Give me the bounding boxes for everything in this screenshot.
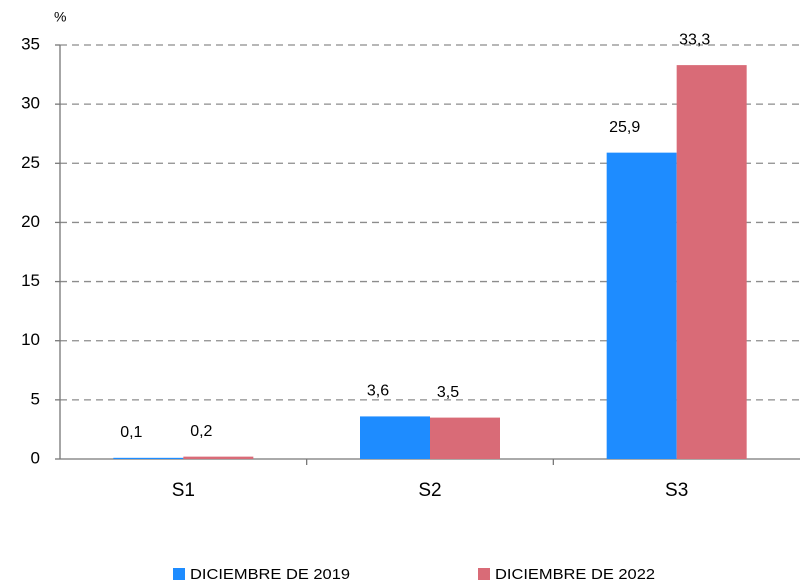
legend-label: DICIEMBRE DE 2022 (495, 566, 655, 583)
y-tick-label: 15 (21, 271, 40, 290)
value-label: 3,5 (437, 384, 459, 401)
value-label: 25,9 (609, 119, 640, 136)
bar (360, 416, 430, 459)
y-tick-label: 10 (21, 330, 40, 349)
value-label: 3,6 (367, 383, 389, 400)
y-axis-label: % (54, 9, 66, 25)
bar (676, 65, 747, 459)
value-label: 0,1 (120, 424, 142, 441)
y-tick-label: 20 (21, 212, 40, 231)
x-tick-label: S2 (418, 480, 441, 501)
y-tick-label: 25 (21, 153, 40, 172)
x-tick-label: S3 (665, 480, 688, 501)
y-tick-label: 35 (21, 34, 40, 53)
y-tick-label: 0 (31, 448, 40, 467)
x-tick-label: S1 (172, 480, 195, 501)
legend-label: DICIEMBRE DE 2019 (190, 566, 350, 583)
value-label: 0,2 (190, 423, 212, 440)
bar (430, 417, 500, 459)
y-tick-label: 5 (31, 389, 40, 408)
bar (183, 456, 254, 459)
y-tick-label: 30 (21, 94, 40, 113)
legend-swatch (173, 568, 185, 580)
bar (113, 457, 184, 459)
value-label: 33,3 (679, 31, 710, 48)
bar (606, 152, 677, 459)
legend-swatch (478, 568, 490, 580)
